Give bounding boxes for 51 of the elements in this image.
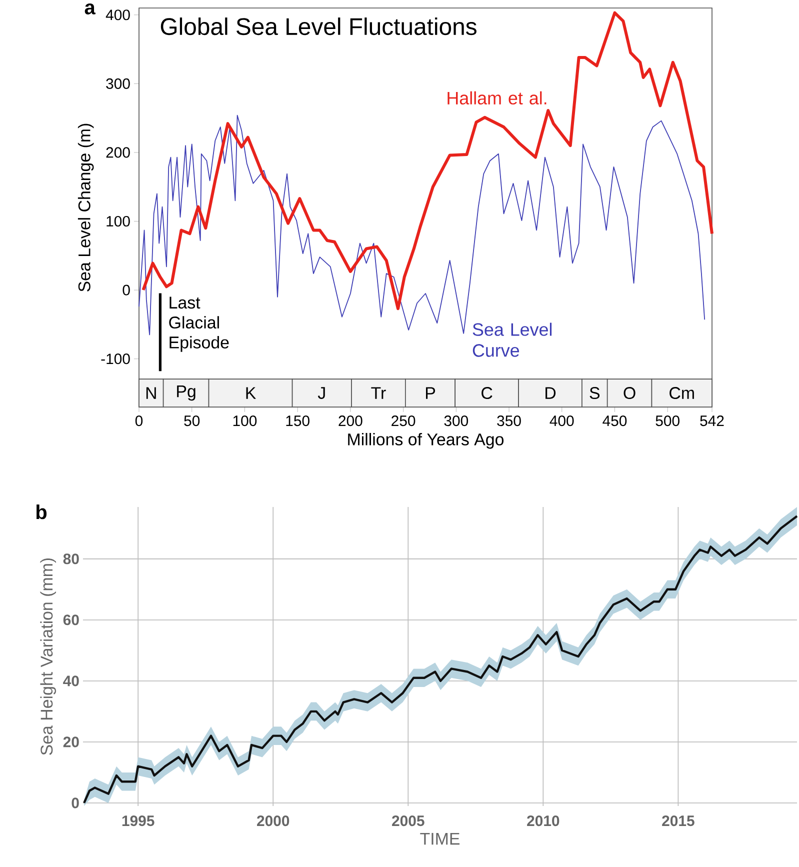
x-tick-label: 250 (392, 416, 416, 426)
text: a (84, 4, 96, 14)
x-tick-label: 2005 (392, 816, 424, 826)
band-label: S (590, 387, 600, 400)
x-tick-label: 350 (497, 416, 521, 426)
y-tick-label: 60 (63, 614, 79, 626)
band-label: O (624, 387, 636, 400)
band-label: Cm (670, 387, 694, 400)
y-tick-label: 20 (63, 736, 79, 748)
x-tick-label: 150 (286, 416, 310, 426)
series-label: Sea Level Curve (472, 322, 552, 357)
y-tick-label: 0 (122, 284, 130, 296)
band-label: D (546, 387, 556, 399)
x-tick-label: 542 (700, 416, 724, 426)
x-tick-label: 2010 (527, 816, 560, 826)
band-label: C (482, 387, 492, 400)
x-tick-label: 50 (184, 416, 200, 426)
x-axis-title: TIME (420, 832, 460, 845)
line-series (138, 114, 706, 336)
chart-title: Global Sea Level Fluctuations (160, 18, 476, 36)
band-label: J (318, 387, 325, 399)
x-axis-title: Millions of Years Ago (348, 432, 504, 449)
y-axis-title: Sea Height Variation (mm) (40, 558, 56, 755)
y-tick-label: -100 (101, 354, 130, 364)
x-tick-label: 450 (602, 416, 627, 426)
x-tick-label: 0 (135, 416, 143, 426)
x-tick-label: 500 (656, 416, 680, 426)
band-label: P (426, 387, 436, 399)
y-tick-label: 400 (106, 10, 130, 20)
annotation: Last Glacial Episode (169, 296, 229, 352)
x-tick-label: 300 (444, 416, 468, 426)
y-tick-label: 80 (63, 554, 79, 564)
y-tick-label: 300 (106, 78, 130, 89)
band-label: N (146, 387, 156, 399)
x-tick-label: 400 (550, 416, 574, 426)
band-label: Tr (371, 387, 386, 399)
line-series (142, 11, 714, 310)
y-tick-label: 40 (63, 676, 79, 686)
x-tick-label: 1995 (122, 816, 154, 826)
x-tick-label: 200 (338, 416, 362, 426)
y-axis-title: Sea Level Change (m) (78, 124, 94, 292)
x-tick-label: 2000 (257, 816, 290, 826)
band-label: Pg (177, 385, 196, 401)
y-tick-label: 200 (106, 147, 130, 158)
series-label: Hallam et al. (448, 91, 546, 104)
x-tick-label: 2015 (662, 816, 694, 826)
y-tick-label: 0 (72, 798, 79, 808)
x-tick-label: 100 (233, 416, 257, 426)
band-label: K (246, 387, 256, 399)
text: b (36, 504, 47, 520)
y-tick-label: 100 (106, 216, 130, 227)
